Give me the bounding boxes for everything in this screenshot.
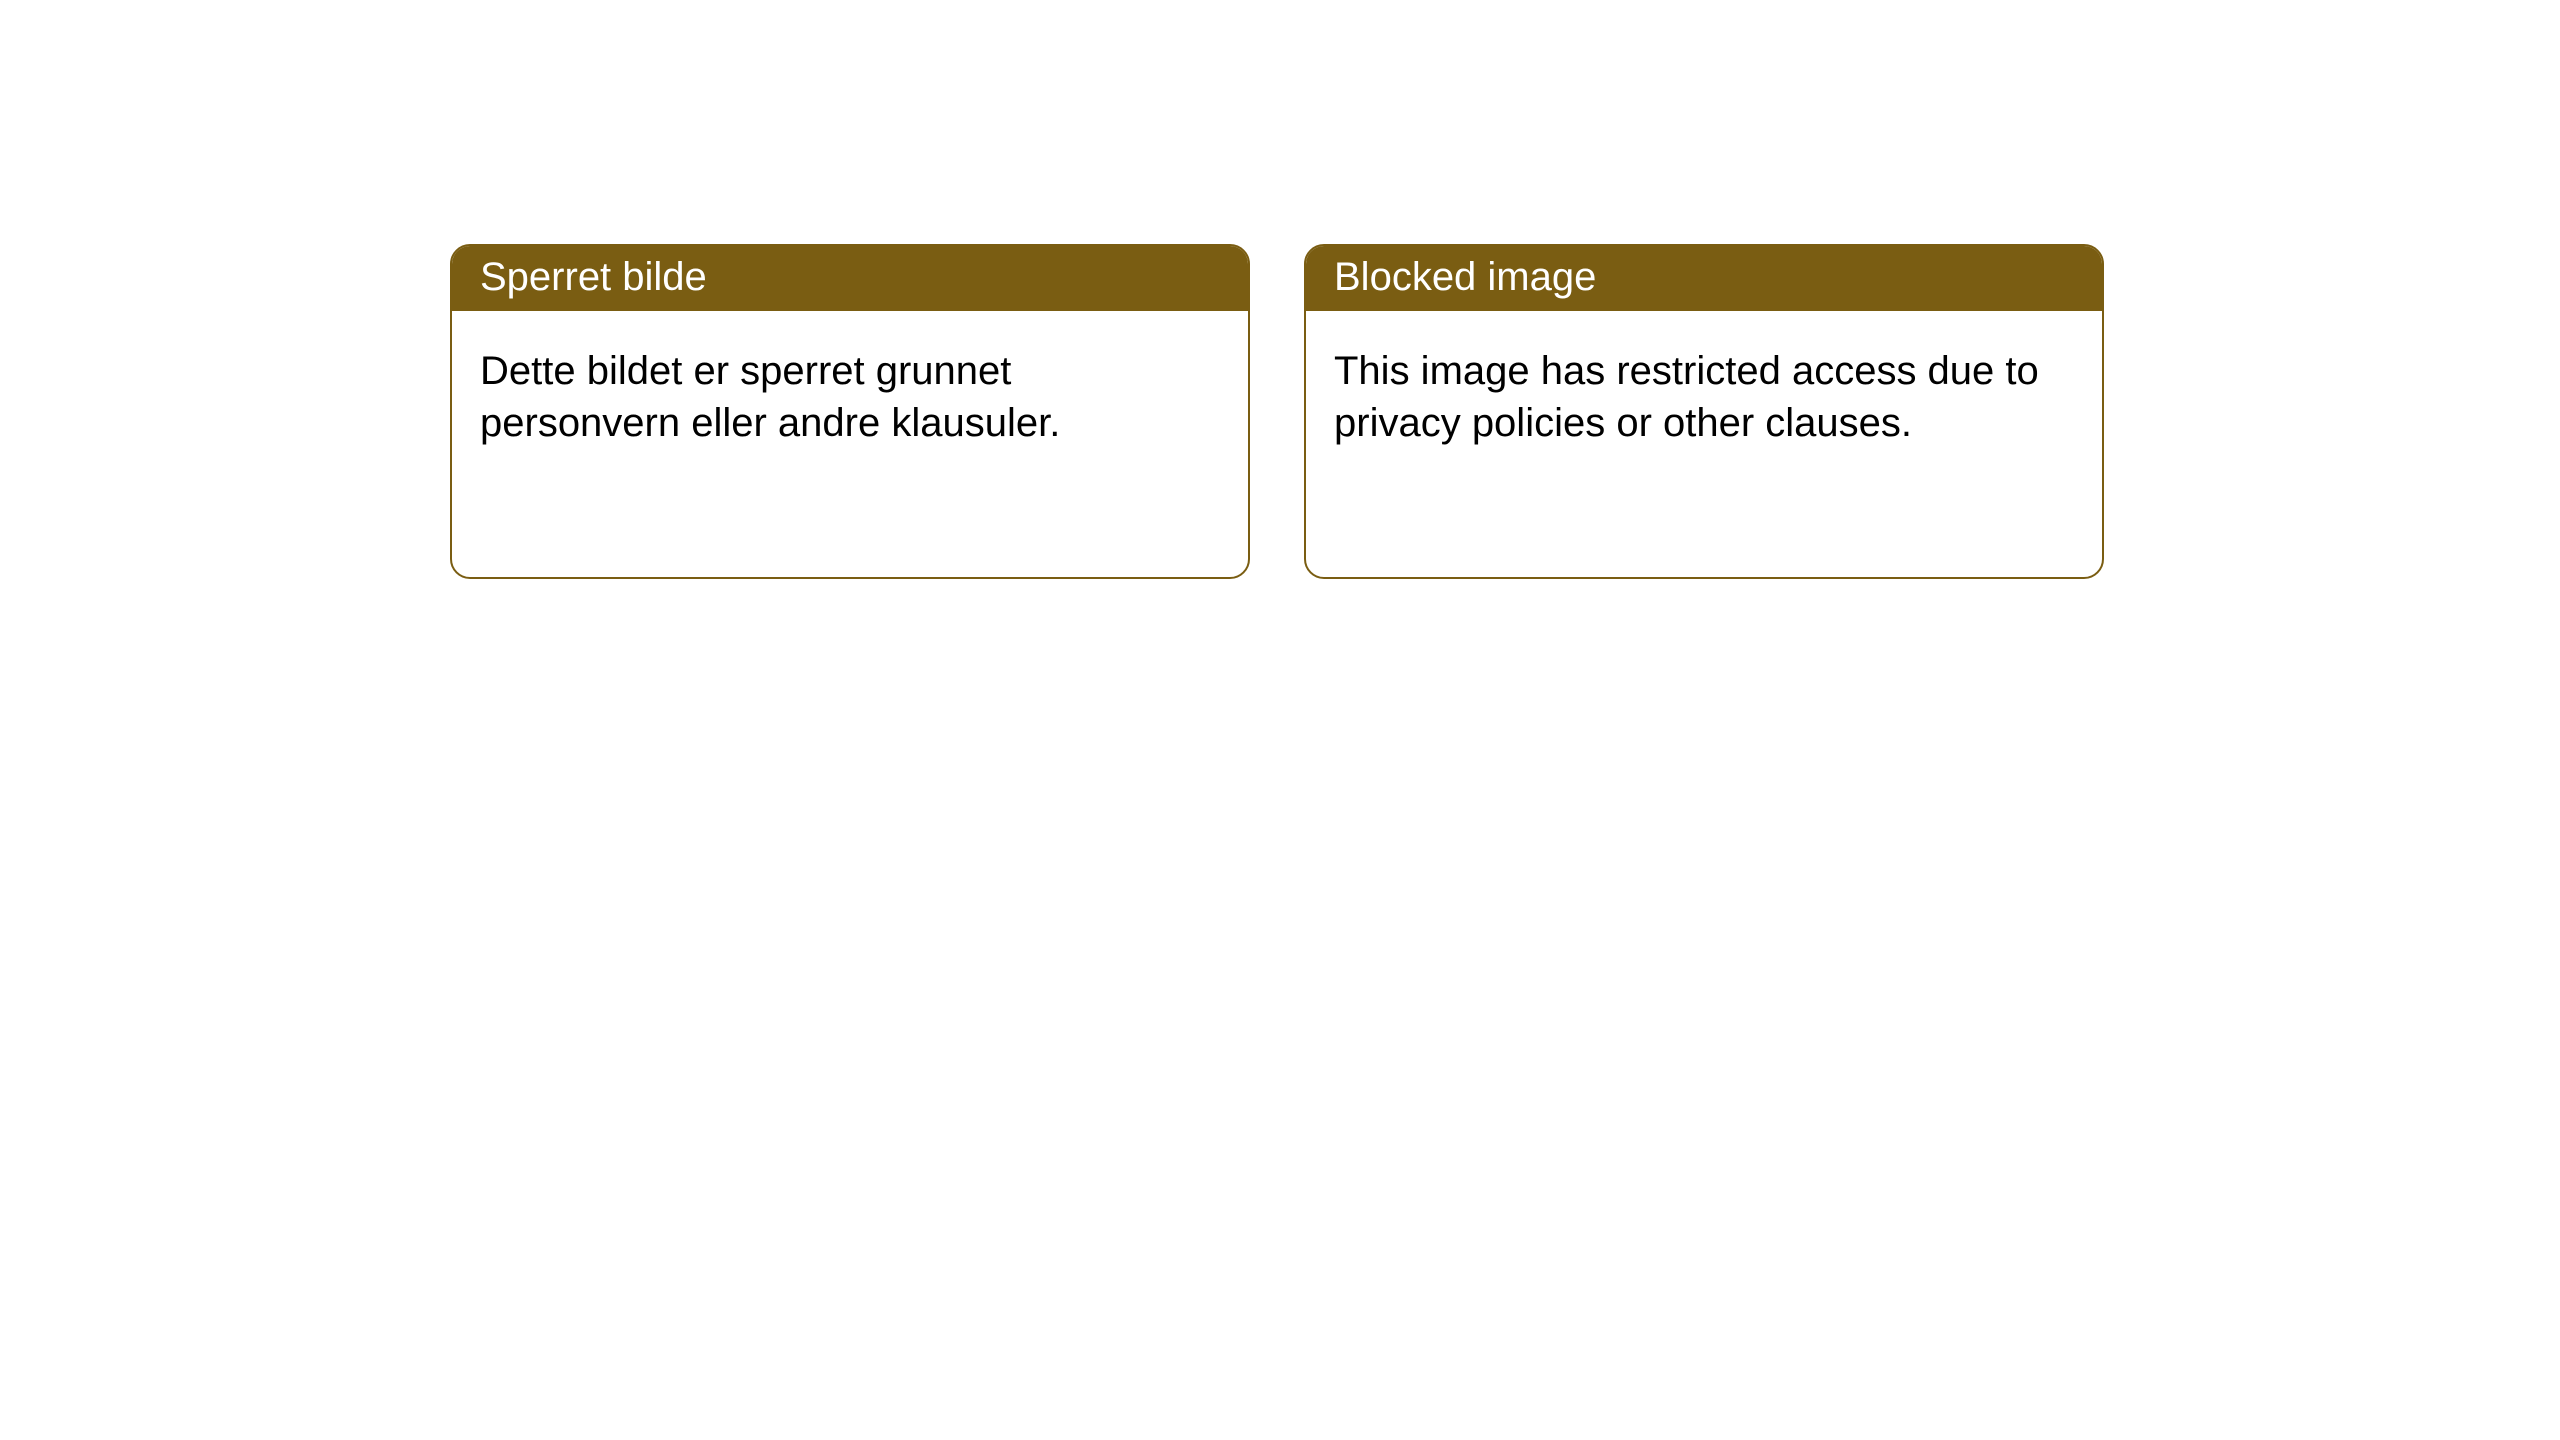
notice-card-header: Sperret bilde	[452, 246, 1248, 311]
notice-card-norwegian: Sperret bilde Dette bildet er sperret gr…	[450, 244, 1250, 579]
notice-card-body: This image has restricted access due to …	[1306, 311, 2102, 483]
notice-card-english: Blocked image This image has restricted …	[1304, 244, 2104, 579]
notice-cards-container: Sperret bilde Dette bildet er sperret gr…	[450, 244, 2560, 579]
notice-card-header: Blocked image	[1306, 246, 2102, 311]
notice-card-body: Dette bildet er sperret grunnet personve…	[452, 311, 1248, 483]
